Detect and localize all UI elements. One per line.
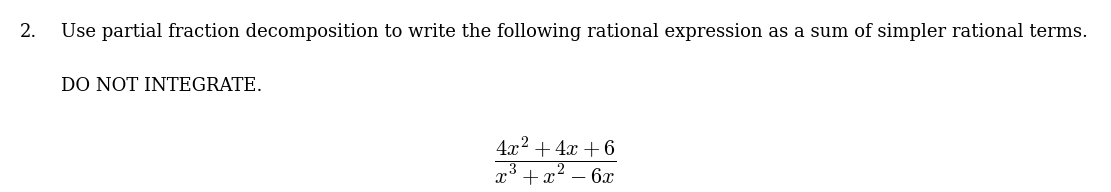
- Text: $\dfrac{4x^2 + 4x + 6}{x^3 + x^2 - 6x}$: $\dfrac{4x^2 + 4x + 6}{x^3 + x^2 - 6x}$: [494, 134, 617, 188]
- Text: DO NOT INTEGRATE.: DO NOT INTEGRATE.: [61, 77, 262, 95]
- Text: 2.: 2.: [20, 23, 38, 41]
- Text: Use partial fraction decomposition to write the following rational expression as: Use partial fraction decomposition to wr…: [61, 23, 1088, 41]
